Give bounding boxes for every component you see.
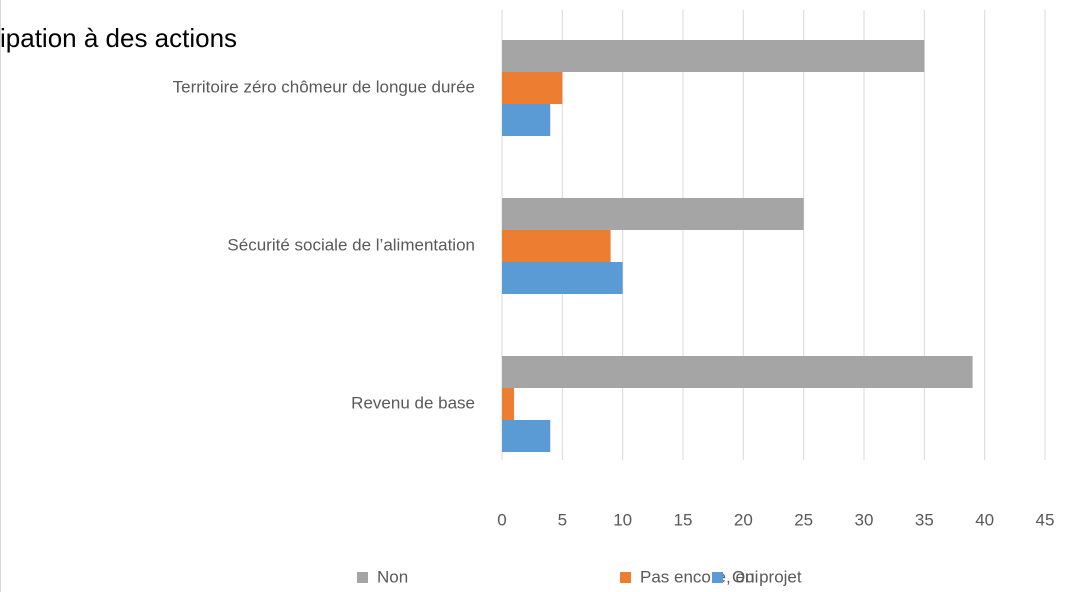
x-tick-label: 20 [734,510,753,529]
x-tick-label: 0 [497,510,506,529]
legend-label: Oui [732,567,758,586]
chart-title: ipation à des actions [0,23,237,53]
bar [502,198,804,230]
x-tick-label: 35 [915,510,934,529]
bar [502,356,973,388]
x-tick-label: 10 [613,510,632,529]
y-tick-label: Sécurité sociale de l’alimentation [227,235,475,254]
x-tick-label: 40 [975,510,994,529]
x-tick-label: 45 [1036,510,1055,529]
x-tick-label: 30 [855,510,874,529]
legend-label: Non [377,567,408,586]
x-tick-label: 15 [674,510,693,529]
legend-swatch [712,572,723,583]
bar [502,230,611,262]
y-tick-label: Revenu de base [351,393,475,412]
bar [502,72,563,104]
bar [502,262,623,294]
y-tick-label: Territoire zéro chômeur de longue durée [173,77,475,96]
bar [502,420,551,452]
legend-swatch [620,572,631,583]
legend-swatch [357,572,368,583]
x-tick-label: 5 [558,510,567,529]
bar [502,40,925,72]
bar [502,388,515,420]
bar [502,104,551,136]
x-tick-label: 25 [794,510,813,529]
